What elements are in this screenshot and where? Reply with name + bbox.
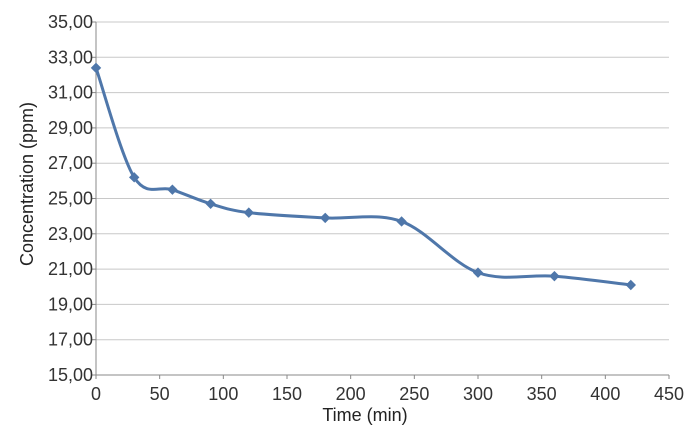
x-tick-labels: 0 50 100 150 200 250 300 350 400 450 [91, 384, 684, 404]
x-axis-title: Time (min) [322, 405, 407, 425]
y-tick-label: 21,00 [48, 259, 93, 279]
data-point-2 [167, 184, 178, 195]
x-tick-label: 150 [272, 384, 302, 404]
axes [91, 21, 670, 379]
x-tick-label: 0 [91, 384, 101, 404]
x-tick-label: 450 [654, 384, 684, 404]
data-point-3 [205, 198, 216, 210]
y-tick-labels: 15,00 17,00 19,00 21,00 23,00 25,00 27,00 29,00… [48, 12, 93, 385]
x-tick-label: 400 [590, 384, 620, 404]
x-tick-label: 250 [399, 384, 429, 404]
data-point-7 [472, 267, 484, 278]
data-point-5 [319, 212, 331, 224]
y-tick-label: 17,00 [48, 330, 93, 350]
y-tick-label: 29,00 [48, 118, 93, 138]
data-point-4 [243, 207, 255, 218]
data-point-6 [396, 216, 407, 227]
data-point-0 [90, 62, 102, 74]
gridlines [96, 21, 669, 341]
x-tick-label: 50 [150, 384, 170, 404]
data-point-1 [128, 172, 140, 183]
y-tick-label: 23,00 [48, 224, 93, 244]
x-tick-label: 200 [336, 384, 366, 404]
series-layer [90, 62, 637, 291]
y-tick-label: 35,00 [48, 12, 93, 32]
y-tick-label: 31,00 [48, 83, 93, 103]
y-tick-label: 15,00 [48, 365, 93, 385]
data-point-8 [549, 270, 560, 282]
x-tick-label: 300 [463, 384, 493, 404]
data-point-9 [625, 279, 637, 291]
y-tick-label: 33,00 [48, 47, 93, 67]
x-tick-label: 100 [208, 384, 238, 404]
x-tick-label: 350 [527, 384, 557, 404]
y-tick-label: 27,00 [48, 153, 93, 173]
y-tick-label: 25,00 [48, 189, 93, 209]
series-line-0 [94, 66, 633, 287]
y-tick-label: 19,00 [48, 294, 93, 314]
y-axis-title: Concentration (ppm) [17, 102, 37, 266]
